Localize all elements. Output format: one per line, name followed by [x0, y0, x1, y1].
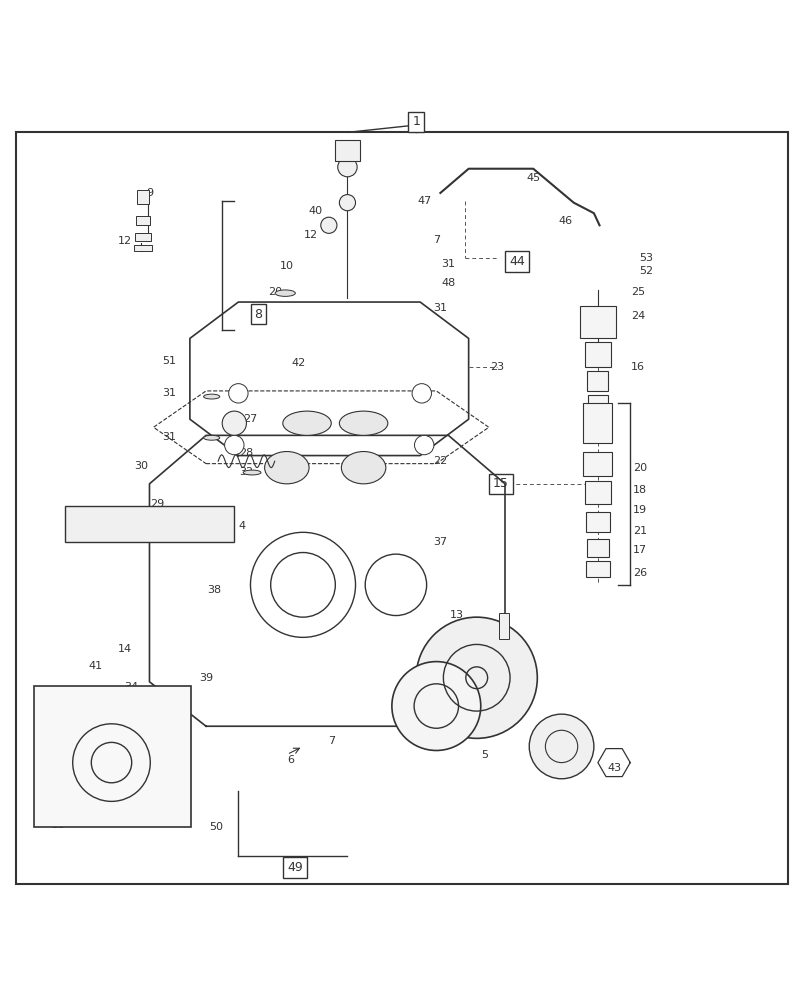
Bar: [136, 216, 150, 225]
Text: 24: 24: [631, 311, 646, 321]
Bar: [137, 190, 149, 204]
Text: 50: 50: [209, 822, 224, 832]
Text: 2: 2: [425, 723, 431, 733]
Text: 3: 3: [506, 628, 512, 638]
Text: 39: 39: [199, 673, 213, 683]
Text: 31: 31: [441, 259, 456, 269]
Text: 29: 29: [150, 499, 165, 509]
Bar: [587, 371, 608, 391]
Bar: [587, 539, 609, 557]
Circle shape: [412, 384, 431, 403]
Text: 16: 16: [631, 362, 646, 372]
Bar: [134, 245, 152, 251]
Text: 45: 45: [526, 173, 541, 183]
Ellipse shape: [204, 394, 220, 399]
Bar: [135, 233, 151, 241]
Text: 18: 18: [633, 485, 647, 495]
Text: 25: 25: [631, 287, 646, 297]
Text: 28: 28: [239, 448, 254, 458]
Bar: [335, 140, 360, 161]
Ellipse shape: [243, 470, 261, 475]
Circle shape: [338, 157, 357, 177]
Text: 15: 15: [493, 477, 509, 490]
Ellipse shape: [275, 290, 296, 296]
Text: 53: 53: [639, 253, 654, 263]
Bar: [586, 561, 610, 577]
Text: 46: 46: [558, 216, 573, 226]
Text: 9: 9: [146, 188, 153, 198]
Circle shape: [415, 435, 434, 455]
Text: 11: 11: [340, 165, 355, 175]
Text: 22: 22: [433, 456, 448, 466]
Text: 7: 7: [433, 235, 440, 245]
Text: 48: 48: [441, 278, 456, 288]
Ellipse shape: [265, 452, 309, 484]
Text: 31: 31: [433, 303, 448, 313]
Circle shape: [529, 714, 594, 779]
Ellipse shape: [283, 411, 331, 435]
Text: 21: 21: [633, 526, 647, 536]
Text: 30: 30: [134, 461, 149, 471]
Text: 27: 27: [243, 414, 258, 424]
Circle shape: [225, 435, 244, 455]
Bar: [34, 686, 191, 827]
Text: 44: 44: [509, 255, 525, 268]
Text: 49: 49: [287, 861, 303, 874]
Text: 52: 52: [639, 266, 654, 276]
Circle shape: [392, 662, 481, 750]
Text: 10: 10: [280, 261, 294, 271]
Circle shape: [321, 217, 337, 233]
Ellipse shape: [341, 452, 386, 484]
Ellipse shape: [339, 411, 388, 435]
Text: 40: 40: [308, 206, 322, 216]
Text: 38: 38: [207, 585, 221, 595]
Text: 43: 43: [607, 763, 621, 773]
Text: 33: 33: [51, 820, 65, 830]
Text: 13: 13: [449, 610, 464, 620]
Text: 4: 4: [239, 521, 246, 531]
Bar: [499, 613, 509, 639]
Text: 5: 5: [482, 750, 488, 760]
Text: 51: 51: [162, 356, 177, 366]
Text: 6: 6: [288, 755, 294, 765]
Text: 20: 20: [267, 287, 282, 297]
Text: 36: 36: [574, 747, 589, 757]
Text: 31: 31: [162, 432, 177, 442]
Text: 20: 20: [633, 463, 647, 473]
Text: 7: 7: [328, 736, 335, 746]
Text: 42: 42: [292, 358, 306, 368]
Bar: [583, 452, 612, 476]
Bar: [585, 342, 611, 367]
Text: 23: 23: [490, 362, 504, 372]
Text: 32: 32: [239, 467, 254, 477]
Bar: [586, 512, 610, 532]
Text: 19: 19: [633, 505, 647, 515]
Bar: [583, 403, 612, 443]
Text: 26: 26: [633, 568, 647, 578]
Text: 35: 35: [162, 699, 177, 709]
Text: 8: 8: [255, 308, 263, 321]
Circle shape: [229, 384, 248, 403]
Text: 14: 14: [118, 644, 133, 654]
Text: 1: 1: [412, 115, 420, 128]
Bar: [65, 506, 234, 542]
Text: 37: 37: [433, 537, 448, 547]
Circle shape: [339, 195, 356, 211]
Text: 47: 47: [417, 196, 431, 206]
Bar: [588, 395, 608, 411]
Text: 34: 34: [124, 682, 138, 692]
Bar: [585, 481, 611, 504]
Text: 12: 12: [118, 236, 133, 246]
Ellipse shape: [204, 435, 220, 440]
Circle shape: [416, 617, 537, 738]
Bar: [580, 306, 616, 338]
Text: 17: 17: [633, 545, 647, 555]
Circle shape: [222, 411, 246, 435]
Text: 41: 41: [88, 661, 103, 671]
Text: 12: 12: [304, 230, 318, 240]
Text: 31: 31: [162, 388, 177, 398]
